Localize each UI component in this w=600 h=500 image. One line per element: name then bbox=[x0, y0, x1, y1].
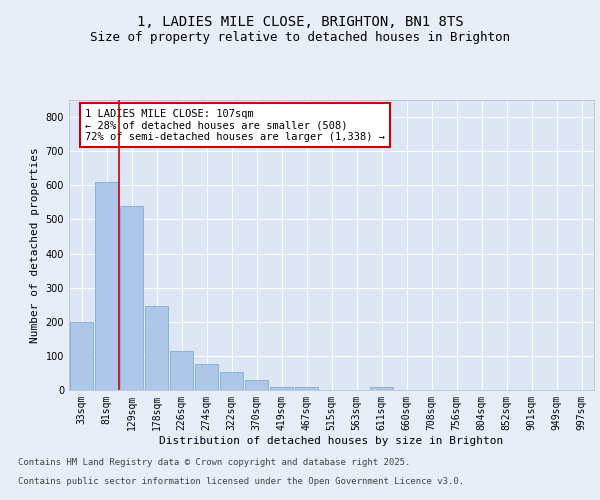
Text: Contains HM Land Registry data © Crown copyright and database right 2025.: Contains HM Land Registry data © Crown c… bbox=[18, 458, 410, 467]
Text: Contains public sector information licensed under the Open Government Licence v3: Contains public sector information licen… bbox=[18, 476, 464, 486]
Bar bbox=[370, 388, 393, 390]
Bar bbox=[95, 182, 118, 390]
Bar bbox=[170, 351, 193, 390]
Bar bbox=[120, 206, 143, 390]
Bar bbox=[295, 388, 318, 390]
Bar bbox=[70, 322, 93, 390]
Bar bbox=[195, 364, 218, 390]
Bar bbox=[270, 386, 293, 390]
Bar bbox=[145, 306, 168, 390]
X-axis label: Distribution of detached houses by size in Brighton: Distribution of detached houses by size … bbox=[160, 436, 503, 446]
Bar bbox=[245, 380, 268, 390]
Text: Size of property relative to detached houses in Brighton: Size of property relative to detached ho… bbox=[90, 31, 510, 44]
Text: 1 LADIES MILE CLOSE: 107sqm
← 28% of detached houses are smaller (508)
72% of se: 1 LADIES MILE CLOSE: 107sqm ← 28% of det… bbox=[85, 108, 385, 142]
Y-axis label: Number of detached properties: Number of detached properties bbox=[30, 147, 40, 343]
Bar bbox=[220, 372, 243, 390]
Text: 1, LADIES MILE CLOSE, BRIGHTON, BN1 8TS: 1, LADIES MILE CLOSE, BRIGHTON, BN1 8TS bbox=[137, 16, 463, 30]
